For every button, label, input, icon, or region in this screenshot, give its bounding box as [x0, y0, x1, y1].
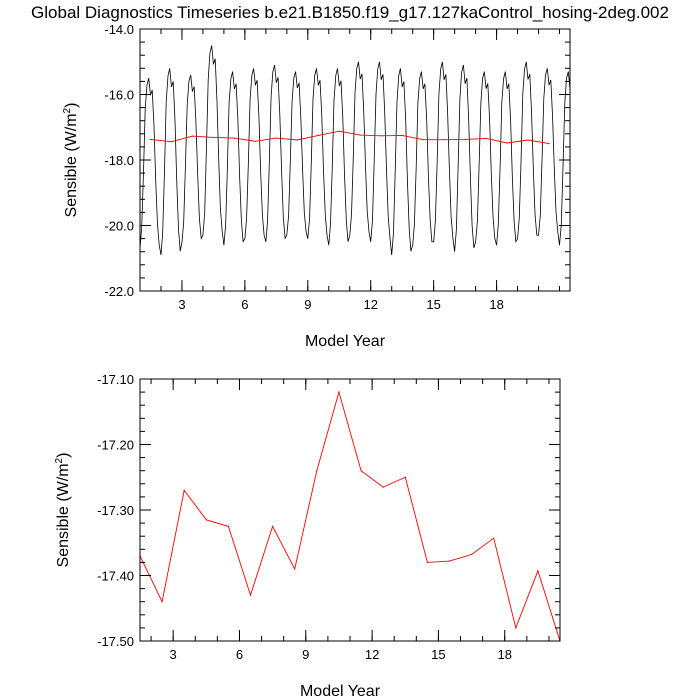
y-tick-label: -17.50 — [97, 634, 134, 649]
x-tick-label: 15 — [431, 647, 445, 662]
annual-mean-line — [150, 130, 550, 145]
annual-mean-point — [317, 134, 319, 136]
y-tick-label: -14.0 — [104, 22, 134, 37]
y-tick-label: -20.0 — [104, 219, 134, 234]
x-tick-label: 9 — [304, 297, 311, 312]
annual-mean-point — [448, 560, 451, 562]
annual-mean-point — [191, 135, 193, 137]
annual-mean-point — [404, 476, 406, 478]
annual-mean-point — [212, 136, 214, 138]
y-tick-label: -17.20 — [97, 438, 134, 453]
annual-mean-point — [272, 525, 274, 528]
annual-mean-point — [493, 537, 495, 539]
annual-mean-point — [294, 568, 296, 570]
annual-mean-point — [515, 627, 517, 629]
annual-mean-point — [422, 139, 424, 141]
annual-mean-point — [401, 134, 403, 136]
annual-mean-point — [254, 140, 256, 142]
y-tick-label: -18.0 — [104, 153, 134, 168]
annual-mean-point — [443, 139, 445, 141]
annual-mean-point — [380, 135, 382, 137]
annual-mean-point — [275, 137, 277, 139]
annual-mean-point — [338, 391, 340, 393]
y-tick-label: -16.0 — [104, 88, 134, 103]
y-axis-title: Sensible (W/m2) — [54, 453, 72, 568]
annual-mean-point — [359, 134, 361, 136]
annual-mean-point — [464, 138, 466, 140]
annual-mean-point — [227, 525, 229, 528]
annual-mean-point — [296, 139, 298, 141]
y-tick-label: -17.40 — [97, 569, 134, 584]
x-tick-label: 18 — [498, 647, 512, 662]
x-tick-label: 3 — [178, 297, 185, 312]
top-chart-panel: 3 6 9 12 15 18 -22.0 -20.0 -18.0 -16.0 -14.0 Model … — [62, 22, 571, 350]
y-tick-label: -22.0 — [104, 284, 134, 299]
annual-mean-point — [360, 470, 362, 472]
y-axis-title: Sensible (W/m2) — [62, 103, 80, 218]
x-tick-label: 12 — [365, 647, 379, 662]
page-title: Global Diagnostics Timeseries b.e21.B185… — [31, 3, 669, 22]
x-tick-label: 3 — [170, 647, 177, 662]
annual-mean-line — [139, 390, 561, 642]
plot-frame — [139, 28, 571, 292]
x-tick-label: 6 — [241, 297, 248, 312]
x-tick-label: 18 — [489, 297, 503, 312]
annual-mean-point — [170, 141, 173, 143]
annual-mean-point — [471, 553, 473, 556]
bottom-chart-panel: 3 6 9 12 15 18 -17.50 -17.40 -17.30 -17.20 -17.10 M… — [54, 372, 561, 700]
y-tick-label: -17.30 — [97, 503, 134, 518]
x-tick-label: 6 — [236, 647, 243, 662]
annual-mean-point — [149, 138, 152, 140]
x-tick-label: 15 — [426, 297, 440, 312]
annual-mean-point — [205, 519, 207, 521]
annual-mean-point — [527, 139, 529, 141]
x-tick-label: 12 — [363, 297, 377, 312]
annual-mean-point — [338, 130, 340, 132]
annual-mean-point — [426, 561, 428, 564]
monthly-series-line — [139, 45, 571, 256]
annual-mean-point — [316, 470, 318, 472]
annual-mean-point — [537, 570, 539, 572]
annual-mean-point — [233, 137, 235, 139]
annual-mean-point — [506, 142, 508, 144]
x-tick-label: 9 — [302, 647, 309, 662]
annual-mean-point — [161, 601, 163, 603]
annual-mean-point — [183, 489, 185, 491]
annual-mean-point — [382, 486, 384, 488]
y-tick-label: -17.10 — [97, 372, 134, 387]
x-axis-title: Model Year — [305, 333, 386, 350]
plot-frame — [139, 378, 561, 642]
annual-mean-point — [249, 594, 252, 596]
x-axis-title: Model Year — [300, 683, 381, 700]
annual-mean-point — [548, 143, 550, 145]
annual-mean-point — [485, 137, 487, 139]
